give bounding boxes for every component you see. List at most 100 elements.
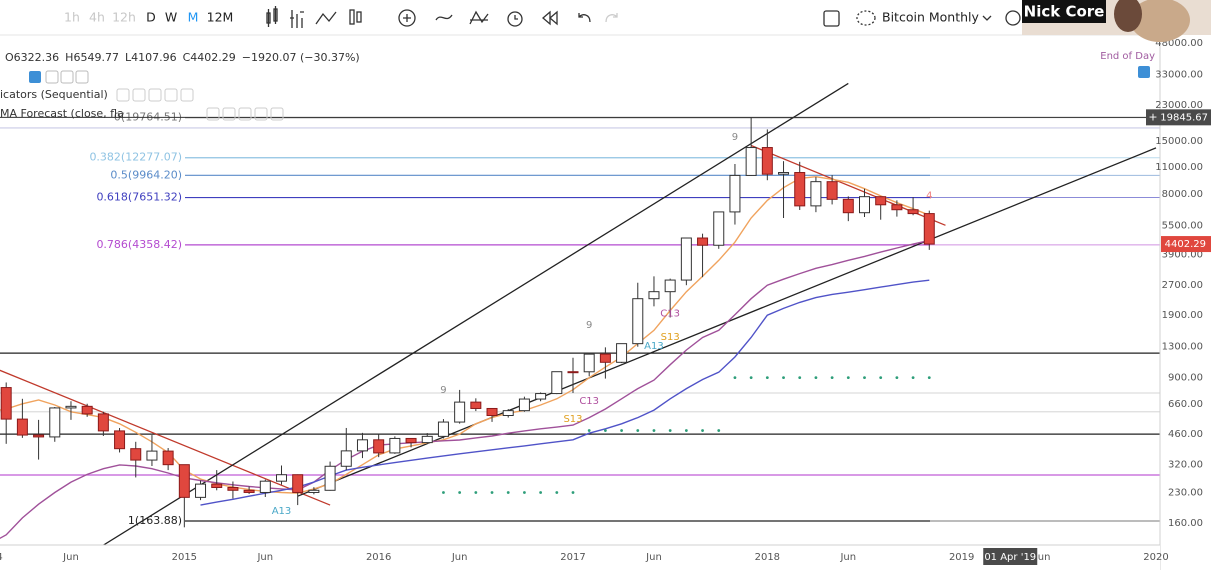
webcam-face	[1130, 0, 1190, 42]
candle-body	[632, 298, 644, 345]
ma-line	[0, 239, 930, 540]
y-tick-label: 1900.00	[1162, 310, 1203, 321]
td-level-dot	[814, 376, 818, 380]
y-tick-label: 8000.00	[1162, 189, 1203, 200]
settings-icon[interactable]	[45, 70, 59, 84]
ohlc-letter: C	[183, 51, 191, 64]
trend-line	[0, 369, 331, 506]
redo-button[interactable]	[605, 13, 618, 23]
checkbox[interactable]	[823, 10, 840, 27]
toolbar-items: 1h 4h 12h D W M 12M Bitcoin Monthly	[64, 10, 979, 25]
x-tick-label: Jun	[451, 552, 468, 563]
candle-body	[891, 204, 903, 211]
indicator-icons[interactable]	[116, 88, 194, 102]
candle-body	[227, 486, 239, 491]
td-annotation: S13	[563, 414, 582, 425]
plot-area: 999C13S13A13C13S13A1340(19764.51)0.382(1…	[0, 82, 1160, 545]
td-level-dot	[717, 429, 721, 432]
x-tick-label: 2020	[1143, 552, 1168, 563]
interval-button[interactable]: W	[165, 10, 177, 25]
candle-body	[405, 437, 417, 444]
candle-body	[486, 407, 498, 417]
candle-body	[648, 291, 660, 300]
crosshair-plus: +	[1148, 110, 1157, 123]
alerts-button[interactable]	[349, 9, 362, 25]
pattern-button[interactable]	[469, 10, 489, 25]
source-icon[interactable]	[60, 70, 74, 84]
undo-button[interactable]	[578, 13, 591, 23]
y-tick-label: 460.00	[1168, 429, 1203, 440]
td-level-dot	[830, 376, 834, 380]
y-tick-label: 320.00	[1168, 460, 1203, 471]
td-annotation: C13	[660, 308, 680, 319]
ohlc-legend: O6322.36 H6549.77 L4107.96 C4402.29 −1920.07…	[5, 51, 360, 64]
fib-label: 1(163.88)	[128, 514, 182, 527]
candle-body	[567, 371, 579, 374]
candle-body	[211, 483, 223, 488]
interval-button[interactable]: D	[146, 10, 156, 25]
replay-button[interactable]	[507, 11, 523, 27]
x-tick-label: 2017	[560, 552, 585, 563]
interval-button[interactable]: 1h	[64, 10, 80, 25]
indicator-icons[interactable]	[206, 107, 284, 121]
x-tick-label: 2015	[172, 552, 197, 563]
crosshair-price-badge	[1146, 109, 1211, 126]
remove-icon[interactable]	[75, 70, 89, 84]
candle-body	[373, 439, 385, 454]
ohlc-value: 4402.29	[190, 51, 236, 64]
interval-button[interactable]: 12h	[112, 10, 136, 25]
td-annotation: A13	[644, 341, 664, 352]
td-level-dot	[458, 491, 462, 494]
candle-body	[680, 237, 692, 281]
visibility-icon[interactable]	[29, 71, 41, 83]
candle-body	[664, 279, 676, 293]
webcam-name: Nick Core	[1024, 3, 1105, 21]
y-tick-label: 48000.00	[1155, 38, 1203, 49]
candle-body	[340, 450, 352, 467]
td-level-dot	[603, 429, 607, 432]
drawing-button[interactable]	[435, 14, 453, 21]
interval-button[interactable]: M	[188, 10, 199, 25]
candle-body	[470, 401, 482, 409]
candle-body	[583, 353, 595, 373]
layout-name[interactable]: Bitcoin Monthly	[882, 10, 979, 25]
td-level-dot	[733, 376, 737, 380]
settings-button[interactable]	[1005, 10, 1021, 26]
webcam-overlay: Nick Core	[1022, 0, 1211, 42]
candle-body	[697, 237, 709, 246]
candle-body	[389, 437, 401, 454]
rewind-button[interactable]	[542, 10, 558, 26]
layout-dropdown[interactable]	[982, 15, 992, 21]
candle-body	[33, 434, 45, 438]
add-button[interactable]	[398, 9, 416, 27]
candle-body	[907, 209, 919, 215]
axis-settings-icon[interactable]	[1138, 66, 1150, 78]
td-level-dot	[571, 491, 575, 494]
fib-label: 0.382(12277.07)	[89, 151, 182, 164]
x-tick-label: 2019	[949, 552, 974, 563]
interval-button[interactable]: 4h	[89, 10, 105, 25]
y-tick-label: 230.00	[1168, 487, 1203, 498]
candle-body	[794, 172, 806, 207]
last-price-label: 4402.29	[1165, 239, 1206, 250]
fib-label: 0.786(4358.42)	[96, 238, 182, 251]
ohlc-value: 6322.36	[14, 51, 60, 64]
td-level-dot	[587, 429, 591, 432]
td-level-dot	[895, 376, 899, 380]
indicators-button[interactable]	[290, 10, 304, 28]
candle-body	[49, 407, 61, 438]
chart-style-button[interactable]	[266, 6, 278, 27]
compare-button[interactable]	[315, 11, 337, 25]
y-tick-label: 23000.00	[1155, 100, 1203, 111]
cloud-icon	[856, 10, 876, 26]
x-tick-label: Jun	[839, 552, 856, 563]
candle-body	[308, 489, 320, 493]
interval-button[interactable]: 12M	[207, 10, 234, 25]
ma-line	[0, 175, 930, 494]
x-tick-label: Jun	[62, 552, 79, 563]
td-level-dot	[863, 376, 866, 380]
candle-body	[162, 450, 174, 466]
y-tick-label: 160.00	[1168, 518, 1203, 529]
ohlc-letter: L	[125, 51, 132, 64]
td-level-dot	[620, 429, 623, 432]
